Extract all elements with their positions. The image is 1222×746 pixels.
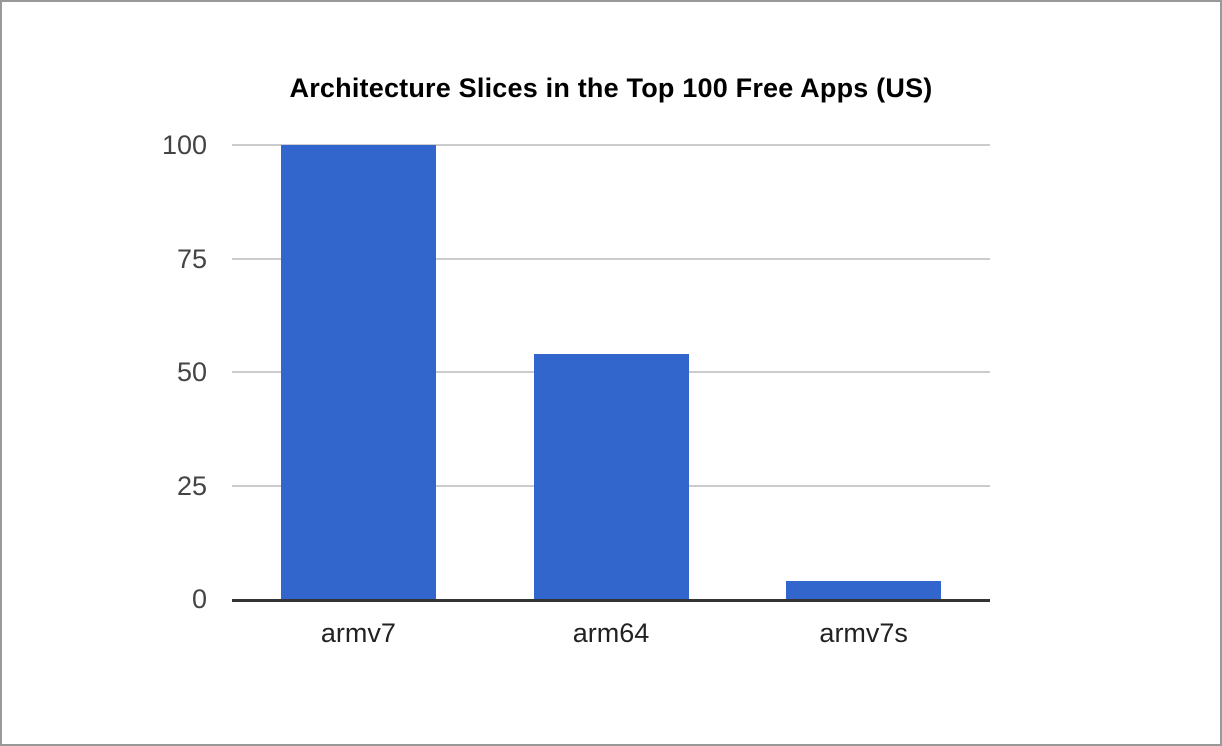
y-axis-labels: 100 75 50 25 0: [2, 130, 207, 614]
y-tick-label: 75: [176, 243, 207, 274]
bar-armv7s: [786, 580, 942, 599]
chart-title: Architecture Slices in the Top 100 Free …: [289, 73, 933, 103]
bar-armv7: [280, 145, 436, 599]
y-tick-label: 50: [176, 357, 207, 387]
bar-series: [232, 145, 990, 599]
x-axis-labels: armv7 arm64 armv7s: [232, 617, 990, 649]
bar-slot: [737, 145, 990, 599]
y-tick-label: 100: [161, 130, 207, 160]
x-category-label: arm64: [572, 618, 650, 648]
bar-slot: [485, 145, 738, 599]
x-category-label: armv7s: [819, 618, 908, 648]
y-tick-label: 0: [191, 584, 207, 614]
x-category-label: armv7: [320, 618, 396, 648]
gridline: [232, 144, 990, 146]
plot-area: [232, 144, 990, 602]
bar-arm64: [533, 353, 689, 599]
gridline: [232, 257, 990, 260]
bar-slot: [232, 145, 485, 599]
y-tick-label: 25: [176, 470, 207, 501]
